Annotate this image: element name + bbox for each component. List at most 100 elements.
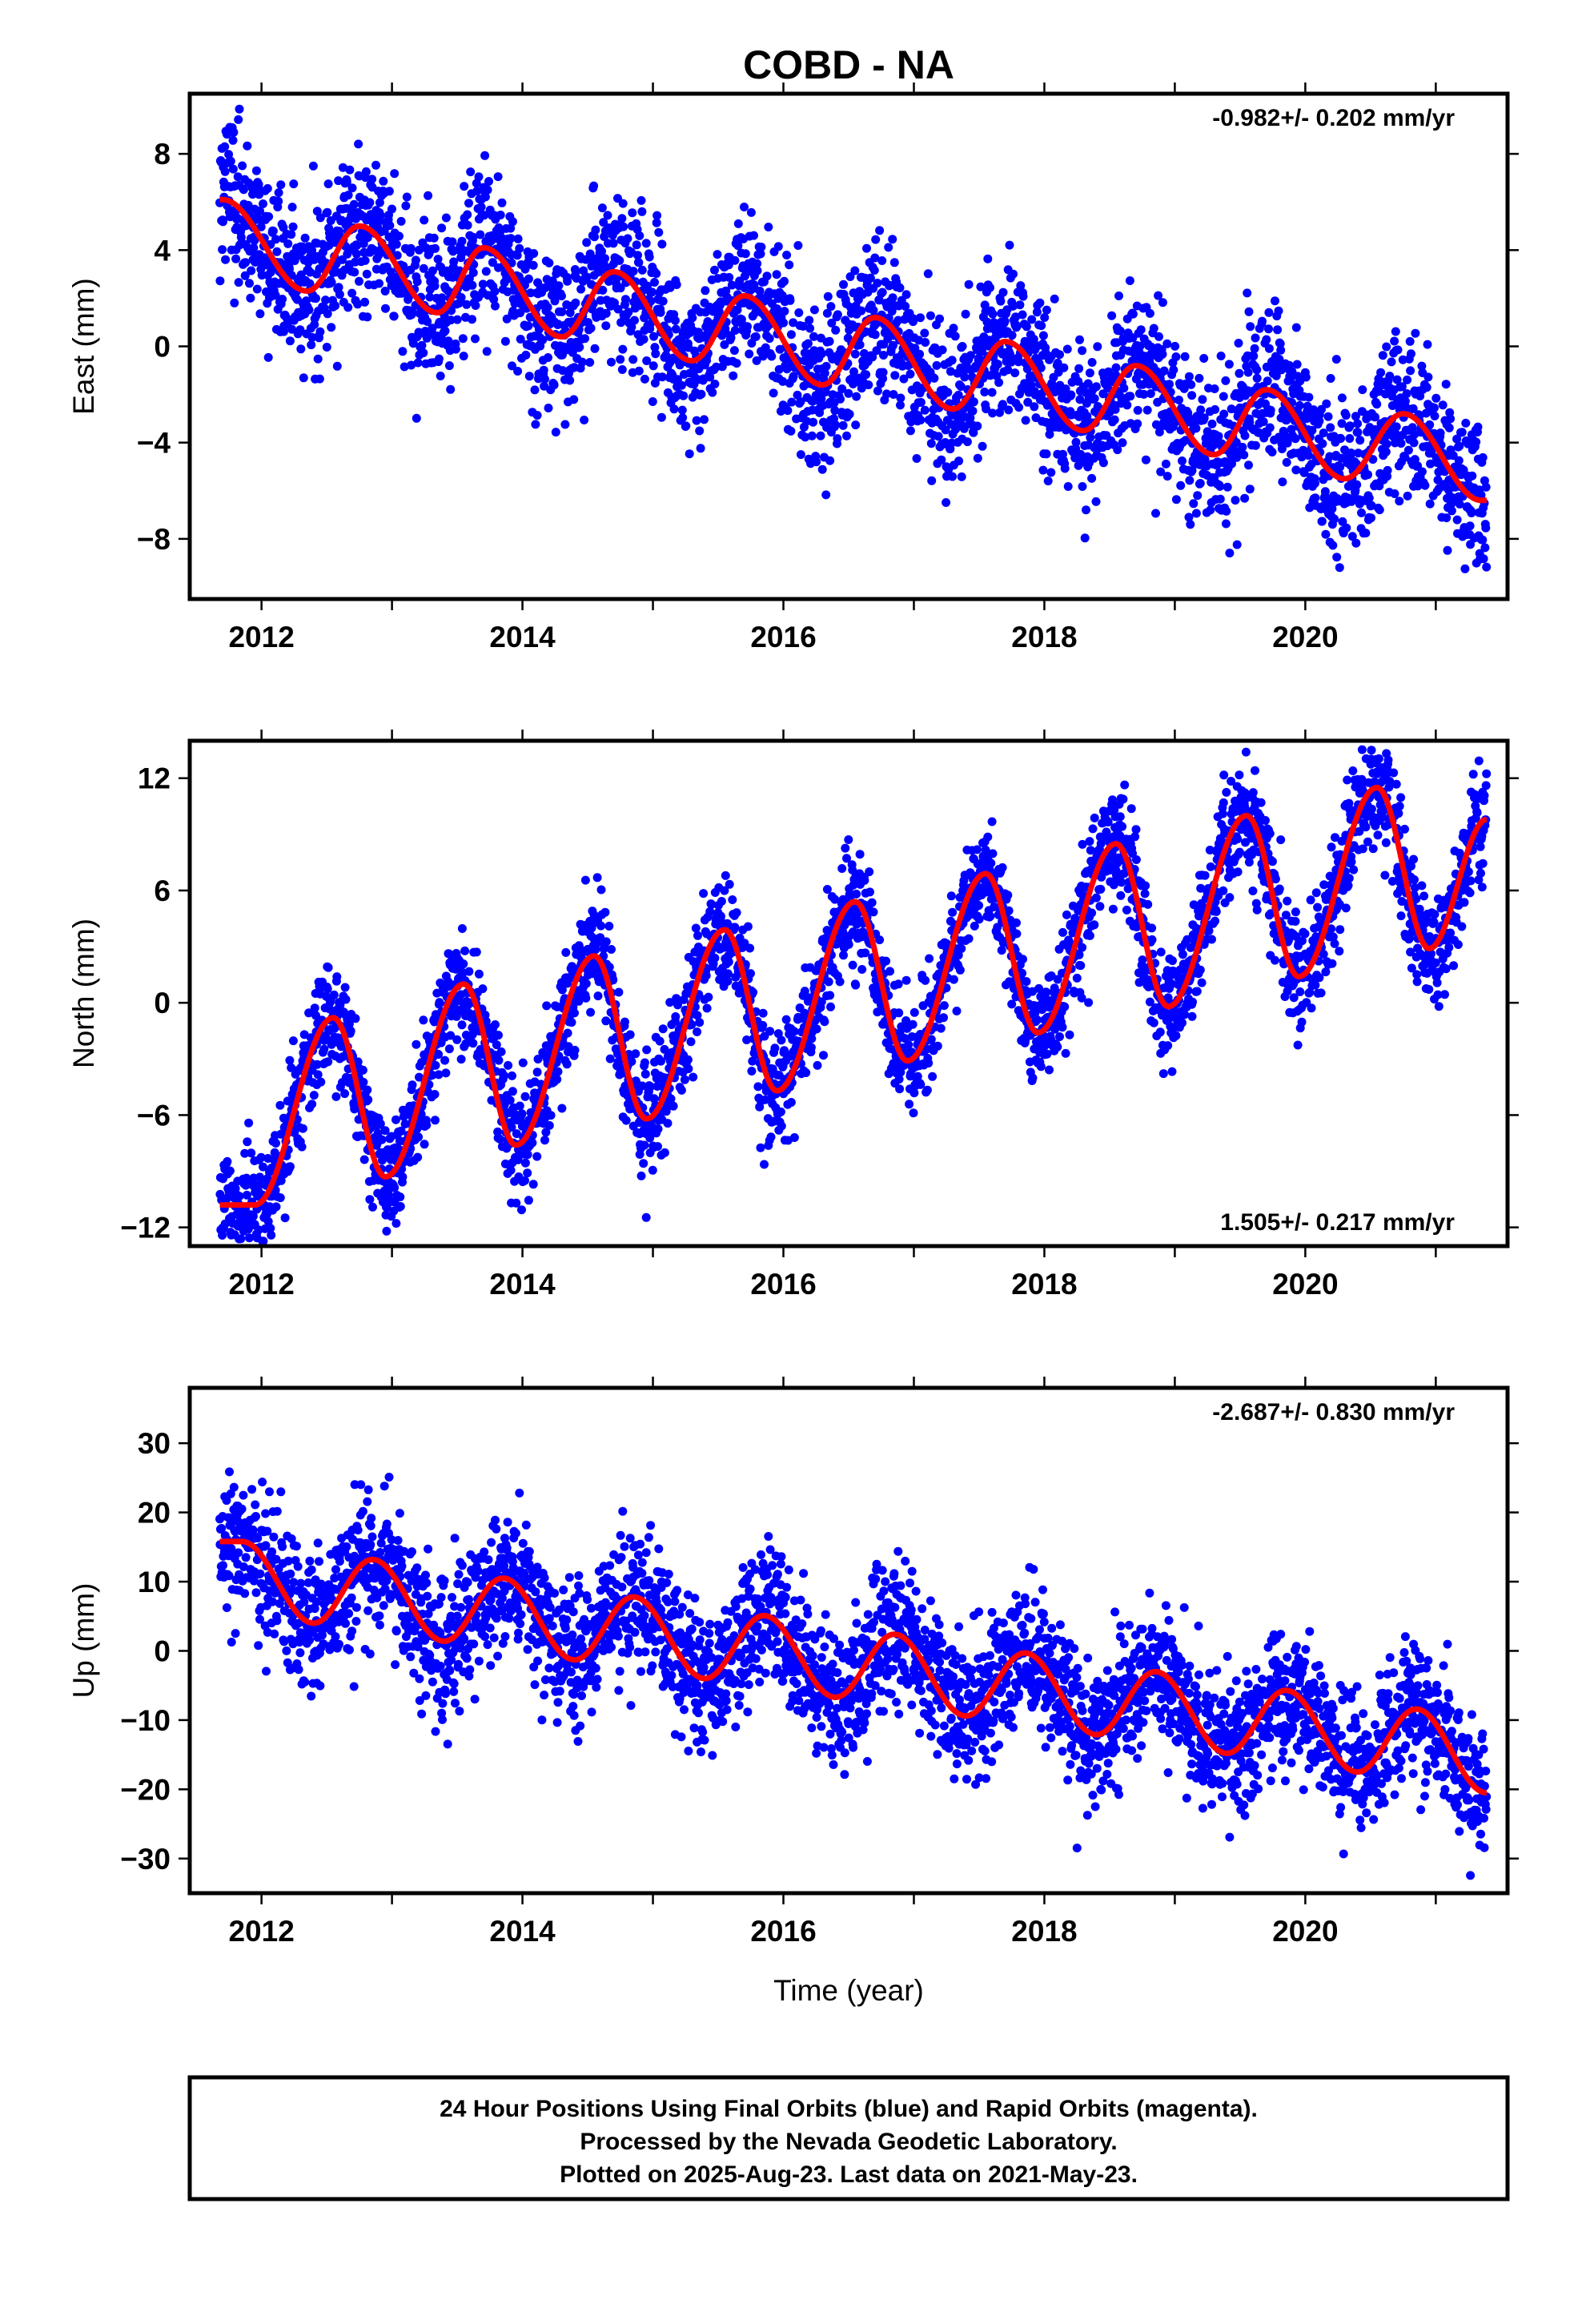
east-position-point bbox=[787, 397, 797, 407]
east-position-point bbox=[888, 235, 897, 244]
east-position-point bbox=[1215, 494, 1225, 504]
east-position-point bbox=[425, 292, 435, 302]
east-position-point bbox=[444, 286, 453, 296]
north-position-point bbox=[746, 969, 755, 979]
east-position-point bbox=[651, 349, 661, 359]
east-position-point bbox=[565, 308, 575, 317]
east-position-point bbox=[569, 395, 579, 404]
north-position-point bbox=[561, 947, 571, 957]
east-position-point bbox=[890, 371, 900, 380]
north-position-point bbox=[275, 1100, 285, 1110]
east-position-point bbox=[733, 219, 743, 228]
east-position-point bbox=[1149, 324, 1158, 333]
east-position-point bbox=[544, 353, 552, 362]
east-position-point bbox=[1162, 339, 1172, 348]
east-position-point bbox=[407, 360, 416, 370]
east-position-point bbox=[396, 216, 406, 226]
east-position-point bbox=[1222, 506, 1231, 516]
east-position-point bbox=[1219, 409, 1229, 419]
east-position-point bbox=[1443, 545, 1452, 555]
north-position-point bbox=[625, 1030, 635, 1039]
east-position-point bbox=[1336, 434, 1346, 443]
east-position-point bbox=[926, 311, 935, 320]
east-position-point bbox=[1378, 351, 1387, 360]
east-position-point bbox=[540, 381, 549, 391]
east-position-point bbox=[365, 198, 375, 207]
north-scatter-points bbox=[215, 745, 1492, 1246]
east-position-point bbox=[703, 317, 713, 326]
north-position-point bbox=[440, 1055, 450, 1065]
east-position-point bbox=[1246, 322, 1255, 332]
east-position-point bbox=[577, 357, 587, 367]
east-position-point bbox=[1240, 431, 1250, 440]
east-position-point bbox=[283, 239, 293, 248]
north-position-point bbox=[452, 1035, 462, 1044]
east-position-point bbox=[308, 161, 318, 171]
north-position-point bbox=[495, 1134, 504, 1144]
north-position-point bbox=[699, 889, 709, 899]
east-position-point bbox=[968, 406, 978, 416]
north-position-point bbox=[813, 1060, 822, 1070]
east-position-point bbox=[1318, 439, 1327, 448]
east-position-point bbox=[679, 391, 689, 400]
east-position-point bbox=[973, 453, 982, 463]
east-position-point bbox=[879, 351, 888, 360]
east-position-point bbox=[793, 241, 803, 250]
east-position-point bbox=[821, 490, 831, 500]
east-position-point bbox=[420, 215, 429, 225]
east-position-point bbox=[1195, 373, 1204, 383]
east-position-point bbox=[1187, 391, 1197, 400]
north-position-point bbox=[435, 998, 444, 1007]
east-position-point bbox=[1107, 311, 1117, 320]
east-position-point bbox=[1468, 471, 1477, 480]
east-position-point bbox=[726, 333, 736, 343]
east-position-point bbox=[476, 230, 485, 239]
east-position-point bbox=[1395, 497, 1404, 506]
east-position-point bbox=[1145, 308, 1154, 318]
east-position-point bbox=[1251, 333, 1260, 343]
east-position-point bbox=[551, 428, 560, 437]
east-position-point bbox=[1022, 322, 1031, 332]
east-position-point bbox=[263, 352, 273, 362]
east-position-point bbox=[343, 191, 353, 200]
east-position-point bbox=[580, 334, 589, 344]
east-position-point bbox=[1322, 399, 1331, 408]
east-position-point bbox=[249, 243, 259, 252]
east-position-point bbox=[765, 334, 774, 344]
east-position-point bbox=[617, 365, 627, 374]
east-position-point bbox=[1375, 505, 1384, 515]
east-position-point bbox=[362, 269, 371, 279]
east-position-point bbox=[521, 350, 531, 360]
east-position-point bbox=[524, 274, 533, 283]
east-position-point bbox=[421, 327, 430, 336]
east-position-point bbox=[958, 342, 967, 351]
north-position-point bbox=[544, 1120, 554, 1130]
east-position-point bbox=[603, 211, 612, 220]
east-position-point bbox=[987, 388, 997, 397]
north-position-point bbox=[760, 1160, 769, 1169]
east-position-point bbox=[949, 324, 958, 333]
east-position-point bbox=[1479, 554, 1488, 564]
north-position-point bbox=[723, 969, 733, 979]
east-position-point bbox=[464, 199, 473, 208]
east-position-point bbox=[1472, 437, 1481, 447]
east-position-point bbox=[1062, 344, 1072, 354]
east-position-point bbox=[1278, 477, 1287, 487]
east-position-point bbox=[915, 349, 925, 359]
east-position-point bbox=[1263, 376, 1272, 386]
north-position-point bbox=[491, 1020, 500, 1029]
east-position-point bbox=[838, 420, 848, 430]
east-position-point bbox=[462, 300, 472, 309]
east-position-point bbox=[497, 198, 507, 207]
east-position-point bbox=[1235, 368, 1244, 378]
north-position-point bbox=[581, 993, 591, 1003]
east-position-point bbox=[508, 361, 516, 371]
east-position-point bbox=[250, 235, 259, 245]
east-position-point bbox=[219, 217, 227, 227]
east-position-point bbox=[601, 308, 611, 318]
east-position-point bbox=[406, 243, 416, 253]
east-position-point bbox=[278, 295, 287, 304]
east-position-point bbox=[1171, 352, 1181, 361]
north-position-point bbox=[244, 1118, 254, 1128]
